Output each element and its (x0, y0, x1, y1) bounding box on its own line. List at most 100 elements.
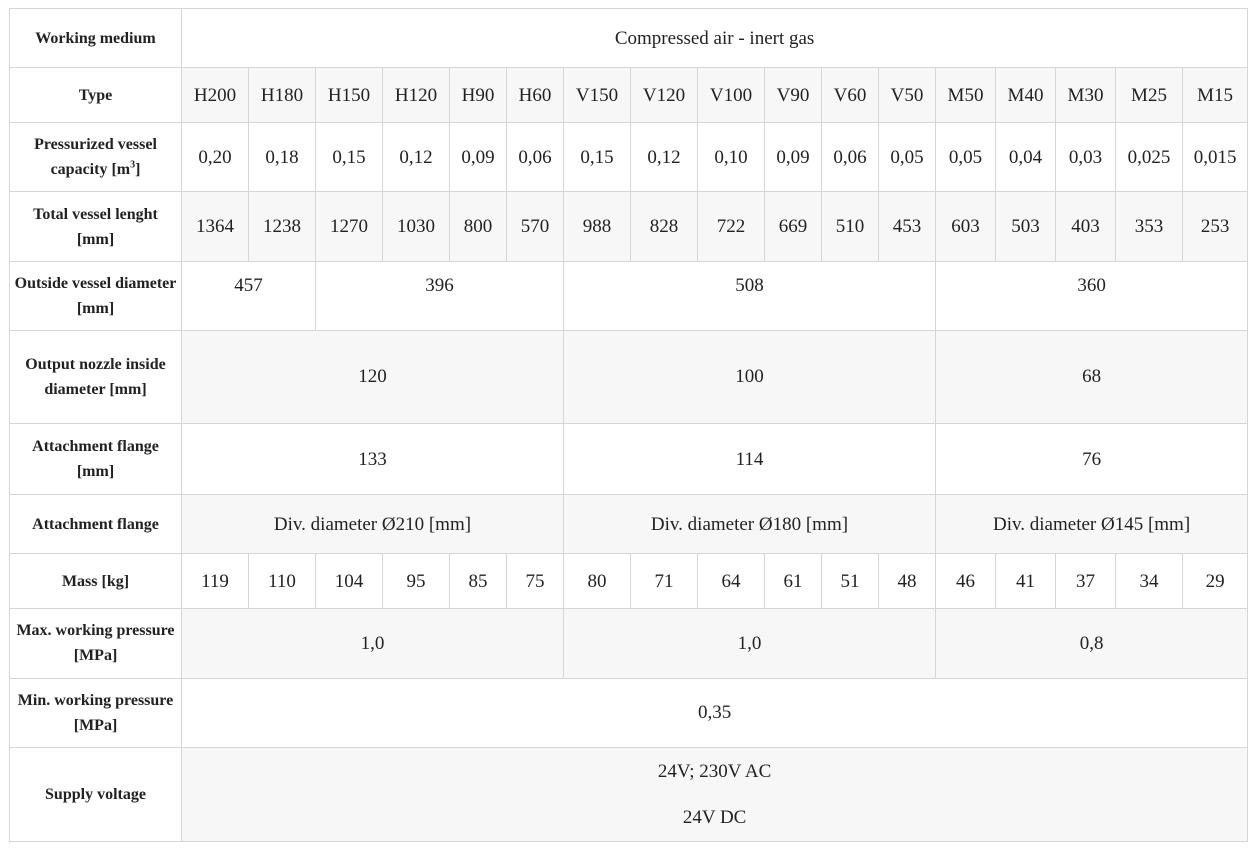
length-label: Total vessel lenght [mm] (9, 191, 182, 262)
nozzle-cell: 68 (934, 329, 1249, 424)
length-cell: 1030 (382, 191, 450, 262)
row-capacity: Pressurized vessel capacity [m3] 0,20 0,… (9, 122, 1249, 193)
type-cell: M50 (935, 67, 996, 124)
type-cell: M40 (995, 67, 1056, 124)
capacity-label-superscript: 3 (130, 160, 136, 172)
length-cell: 503 (995, 191, 1056, 262)
mass-cell: 51 (821, 553, 879, 610)
type-cell: M15 (1181, 67, 1249, 124)
mass-cell: 71 (630, 553, 698, 610)
max-pressure-cell: 1,0 (181, 608, 564, 679)
mass-cell: 85 (449, 553, 507, 610)
spec-table: Working medium Compressed air - inert ga… (9, 7, 1249, 843)
flange-div-cell: Div. diameter Ø180 [mm] (563, 494, 936, 555)
row-mass: Mass [kg] 119 110 104 95 85 75 80 71 64 … (9, 553, 1249, 610)
nozzle-cell: 120 (181, 329, 564, 424)
capacity-cell: 0,10 (697, 122, 765, 193)
capacity-cell: 0,15 (563, 122, 631, 193)
capacity-cell: 0,06 (821, 122, 879, 193)
type-cell: H200 (181, 67, 249, 124)
supply-voltage-cell: 24V; 230V AC 24V DC (180, 746, 1249, 843)
outside-diameter-label: Outside vessel diameter [mm] (9, 260, 182, 331)
length-cell: 828 (630, 191, 698, 262)
flange-mm-label: Attachment flange [mm] (9, 422, 182, 496)
type-label: Type (9, 67, 182, 124)
capacity-cell: 0,12 (630, 122, 698, 193)
type-cell: V60 (821, 67, 879, 124)
row-flange-mm: Attachment flange [mm] 133 114 76 (9, 422, 1249, 496)
row-supply-voltage: Supply voltage 24V; 230V AC 24V DC (9, 746, 1249, 843)
mass-cell: 64 (697, 553, 765, 610)
row-type: Type H200 H180 H150 H120 H90 H60 V150 V1… (9, 67, 1249, 124)
row-working-medium: Working medium Compressed air - inert ga… (9, 7, 1249, 69)
length-cell: 603 (935, 191, 996, 262)
outside-diameter-cell: 457 (181, 260, 316, 331)
type-cell: M25 (1115, 67, 1183, 124)
mass-cell: 75 (506, 553, 564, 610)
type-cell: M30 (1055, 67, 1116, 124)
mass-cell: 29 (1181, 553, 1249, 610)
type-cell: H90 (449, 67, 507, 124)
type-cell: H120 (382, 67, 450, 124)
capacity-cell: 0,12 (382, 122, 450, 193)
capacity-cell: 0,05 (935, 122, 996, 193)
type-cell: V90 (764, 67, 822, 124)
length-cell: 1364 (181, 191, 249, 262)
type-cell: H150 (315, 67, 383, 124)
capacity-label-end: ] (135, 161, 141, 179)
row-length: Total vessel lenght [mm] 1364 1238 1270 … (9, 191, 1249, 262)
outside-diameter-cell: 360 (934, 260, 1249, 331)
length-cell: 570 (506, 191, 564, 262)
working-medium-label: Working medium (9, 7, 182, 69)
capacity-cell: 0,05 (878, 122, 936, 193)
mass-cell: 37 (1055, 553, 1116, 610)
mass-cell: 95 (382, 553, 450, 610)
length-cell: 403 (1055, 191, 1116, 262)
capacity-cell: 0,04 (995, 122, 1056, 193)
length-cell: 722 (697, 191, 765, 262)
row-nozzle: Output nozzle inside diameter [mm] 120 1… (9, 329, 1249, 424)
length-cell: 988 (563, 191, 631, 262)
type-cell: V100 (697, 67, 765, 124)
type-cell: H180 (248, 67, 316, 124)
flange-mm-cell: 76 (934, 422, 1249, 496)
working-medium-value: Compressed air - inert gas (180, 7, 1249, 69)
length-cell: 800 (449, 191, 507, 262)
row-outside-diameter: Outside vessel diameter [mm] 457 396 508… (9, 260, 1249, 331)
supply-voltage-line-2: 24V DC (682, 806, 747, 828)
capacity-label: Pressurized vessel capacity [m3] (9, 122, 182, 193)
nozzle-label: Output nozzle inside diameter [mm] (9, 329, 182, 424)
length-cell: 1270 (315, 191, 383, 262)
length-cell: 453 (878, 191, 936, 262)
mass-cell: 61 (764, 553, 822, 610)
mass-cell: 104 (315, 553, 383, 610)
length-cell: 669 (764, 191, 822, 262)
mass-cell: 80 (563, 553, 631, 610)
max-pressure-cell: 1,0 (563, 608, 936, 679)
mass-cell: 48 (878, 553, 936, 610)
mass-cell: 110 (248, 553, 316, 610)
capacity-cell: 0,06 (506, 122, 564, 193)
max-pressure-cell: 0,8 (934, 608, 1249, 679)
capacity-cell: 0,025 (1115, 122, 1183, 193)
capacity-cell: 0,03 (1055, 122, 1116, 193)
mass-cell: 46 (935, 553, 996, 610)
flange-div-cell: Div. diameter Ø145 [mm] (934, 494, 1249, 555)
supply-voltage-line-1: 24V; 230V AC (657, 760, 772, 782)
length-cell: 510 (821, 191, 879, 262)
type-cell: V120 (630, 67, 698, 124)
mass-cell: 41 (995, 553, 1056, 610)
min-pressure-label: Min. working pressure [MPa] (9, 677, 182, 748)
row-max-pressure: Max. working pressure [MPa] 1,0 1,0 0,8 (9, 608, 1249, 679)
outside-diameter-cell: 396 (315, 260, 564, 331)
capacity-cell: 0,18 (248, 122, 316, 193)
max-pressure-label: Max. working pressure [MPa] (9, 608, 182, 679)
mass-label: Mass [kg] (9, 553, 182, 610)
capacity-cell: 0,09 (449, 122, 507, 193)
flange-mm-cell: 114 (563, 422, 936, 496)
row-flange-div: Attachment flange Div. diameter Ø210 [mm… (9, 494, 1249, 555)
nozzle-cell: 100 (563, 329, 936, 424)
row-min-pressure: Min. working pressure [MPa] 0,35 (9, 677, 1249, 748)
type-cell: H60 (506, 67, 564, 124)
mass-cell: 34 (1115, 553, 1183, 610)
